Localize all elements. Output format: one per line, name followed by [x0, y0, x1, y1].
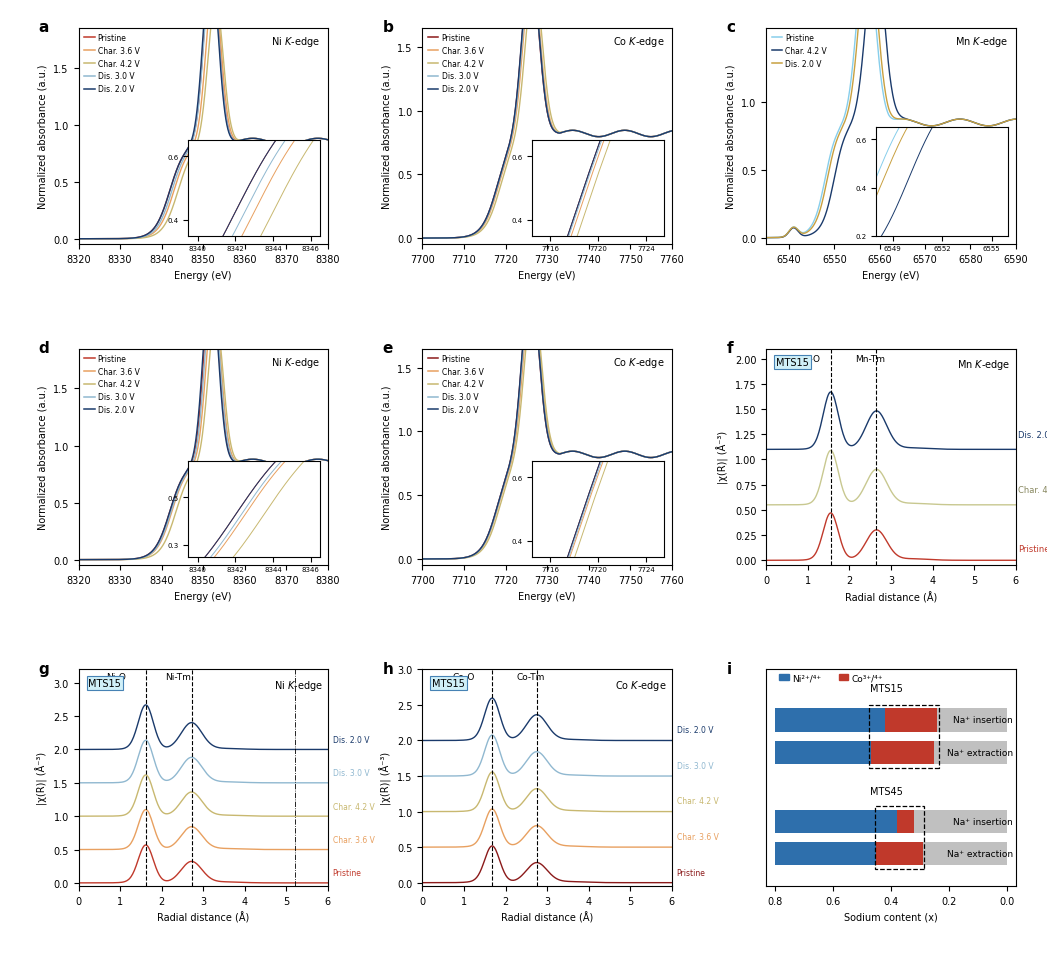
- Text: Char. 4.2 V: Char. 4.2 V: [676, 797, 718, 805]
- Legend: Pristine, Char. 3.6 V, Char. 4.2 V, Dis. 3.0 V, Dis. 2.0 V: Pristine, Char. 3.6 V, Char. 4.2 V, Dis.…: [426, 353, 485, 416]
- Text: Pristine: Pristine: [333, 868, 361, 878]
- Text: Pristine: Pristine: [1018, 544, 1047, 553]
- Text: Co $K$-edge: Co $K$-edge: [612, 35, 664, 49]
- Text: f: f: [727, 340, 733, 355]
- Text: Ni-O: Ni-O: [106, 672, 126, 681]
- Text: Char. 4.2 V: Char. 4.2 V: [333, 801, 375, 811]
- Bar: [885, 709, 937, 732]
- Bar: [775, 842, 876, 865]
- Bar: [775, 709, 885, 732]
- Text: Dis. 2.0 V: Dis. 2.0 V: [1018, 430, 1047, 439]
- Bar: [775, 810, 897, 833]
- Y-axis label: |χ(R)| (Å⁻³): |χ(R)| (Å⁻³): [36, 752, 48, 804]
- Text: MTS15: MTS15: [776, 357, 809, 368]
- Text: g: g: [39, 661, 49, 676]
- X-axis label: Radial distance (Å): Radial distance (Å): [845, 591, 937, 602]
- Bar: [871, 741, 935, 764]
- X-axis label: Radial distance (Å): Radial distance (Å): [500, 911, 594, 923]
- Text: Co-O: Co-O: [452, 673, 475, 681]
- Text: Dis. 2.0 V: Dis. 2.0 V: [333, 735, 370, 744]
- Text: Ni $K$-edge: Ni $K$-edge: [271, 355, 320, 370]
- Text: Mn-Tm: Mn-Tm: [855, 355, 885, 363]
- Text: Ni $K$-edge: Ni $K$-edge: [271, 35, 320, 49]
- Bar: [922, 842, 1007, 865]
- Text: Mn $K$-edge: Mn $K$-edge: [955, 35, 1008, 49]
- Legend: Pristine, Char. 3.6 V, Char. 4.2 V, Dis. 3.0 V, Dis. 2.0 V: Pristine, Char. 3.6 V, Char. 4.2 V, Dis.…: [83, 32, 141, 95]
- Text: Co-Tm: Co-Tm: [516, 673, 544, 681]
- Bar: [935, 741, 1007, 764]
- X-axis label: Sodium content (x): Sodium content (x): [844, 911, 938, 922]
- Y-axis label: Normalized absorbance (a.u.): Normalized absorbance (a.u.): [38, 65, 48, 209]
- Text: Pristine: Pristine: [676, 867, 706, 877]
- X-axis label: Energy (eV): Energy (eV): [175, 271, 231, 280]
- Y-axis label: Normalized absorbance (a.u.): Normalized absorbance (a.u.): [382, 65, 392, 209]
- Legend: Ni²⁺/⁴⁺, Co³⁺/⁴⁺: Ni²⁺/⁴⁺, Co³⁺/⁴⁺: [776, 670, 887, 686]
- Text: Dis. 3.0 V: Dis. 3.0 V: [333, 768, 370, 778]
- Text: MTS15: MTS15: [432, 679, 465, 688]
- Text: a: a: [39, 20, 49, 35]
- Text: MTS45: MTS45: [870, 786, 904, 796]
- Y-axis label: Normalized absorbance (a.u.): Normalized absorbance (a.u.): [726, 65, 736, 209]
- Legend: Pristine, Char. 4.2 V, Dis. 2.0 V: Pristine, Char. 4.2 V, Dis. 2.0 V: [771, 32, 829, 71]
- Text: e: e: [382, 340, 393, 355]
- X-axis label: Radial distance (Å): Radial distance (Å): [157, 911, 249, 923]
- Y-axis label: |χ(R)| (Å⁻³): |χ(R)| (Å⁻³): [717, 431, 730, 484]
- X-axis label: Energy (eV): Energy (eV): [518, 591, 576, 601]
- Text: Co $K$-edge: Co $K$-edge: [615, 679, 667, 692]
- Text: b: b: [382, 20, 394, 35]
- Text: Ni-Tm: Ni-Tm: [165, 672, 192, 681]
- Legend: Pristine, Char. 3.6 V, Char. 4.2 V, Dis. 3.0 V, Dis. 2.0 V: Pristine, Char. 3.6 V, Char. 4.2 V, Dis.…: [83, 353, 141, 416]
- Text: Mn-O: Mn-O: [796, 355, 820, 363]
- X-axis label: Energy (eV): Energy (eV): [175, 591, 231, 601]
- Text: Char. 3.6 V: Char. 3.6 V: [333, 835, 375, 844]
- Bar: [937, 709, 1007, 732]
- Bar: [897, 810, 914, 833]
- Legend: Pristine, Char. 3.6 V, Char. 4.2 V, Dis. 3.0 V, Dis. 2.0 V: Pristine, Char. 3.6 V, Char. 4.2 V, Dis.…: [426, 32, 485, 95]
- Bar: [914, 810, 1007, 833]
- Text: Dis. 3.0 V: Dis. 3.0 V: [676, 761, 713, 770]
- Text: MTS15: MTS15: [870, 682, 904, 693]
- Text: Dis. 2.0 V: Dis. 2.0 V: [676, 725, 713, 735]
- Bar: [875, 806, 925, 869]
- Text: Na⁺ extraction: Na⁺ extraction: [946, 748, 1012, 758]
- Text: MTS15: MTS15: [89, 679, 121, 688]
- Text: Mn $K$-edge: Mn $K$-edge: [957, 357, 1010, 372]
- Text: Na⁺ insertion: Na⁺ insertion: [953, 817, 1012, 826]
- Text: Char. 3.6 V: Char. 3.6 V: [676, 832, 718, 841]
- Text: Co $K$-edge: Co $K$-edge: [612, 355, 664, 370]
- Y-axis label: Normalized absorbance (a.u.): Normalized absorbance (a.u.): [382, 385, 392, 530]
- Y-axis label: |χ(R)| (Å⁻³): |χ(R)| (Å⁻³): [379, 752, 392, 804]
- X-axis label: Energy (eV): Energy (eV): [518, 271, 576, 280]
- Text: d: d: [39, 340, 49, 355]
- Text: Ni $K$-edge: Ni $K$-edge: [274, 679, 322, 692]
- Bar: [775, 741, 871, 764]
- Bar: [876, 842, 922, 865]
- Text: Char. 4.2 V: Char. 4.2 V: [1018, 486, 1047, 495]
- Text: Na⁺ extraction: Na⁺ extraction: [946, 849, 1012, 859]
- Text: h: h: [382, 661, 394, 676]
- Text: i: i: [727, 661, 732, 676]
- Text: Na⁺ insertion: Na⁺ insertion: [953, 716, 1012, 724]
- Bar: [869, 705, 939, 768]
- Y-axis label: Normalized absorbance (a.u.): Normalized absorbance (a.u.): [38, 385, 48, 530]
- X-axis label: Energy (eV): Energy (eV): [863, 271, 919, 280]
- Text: c: c: [727, 20, 735, 35]
